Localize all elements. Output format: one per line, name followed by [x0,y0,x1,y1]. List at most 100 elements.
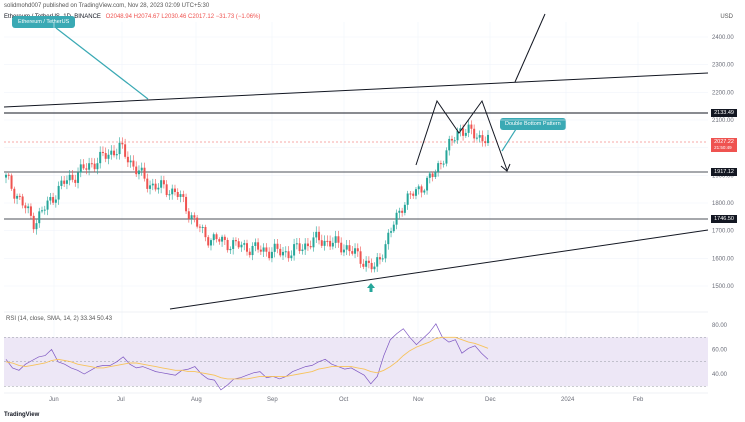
candle-body [265,247,268,252]
candle-body [193,215,196,218]
rsi-panel [4,311,708,391]
candle-body [113,150,116,156]
candle-body [439,163,442,165]
candle-body [409,193,412,195]
candle-body [445,150,448,164]
candle-body [124,144,127,157]
candle-body [257,242,260,250]
candle-body [129,160,132,163]
candle-body [176,191,179,197]
candle-body [43,209,46,211]
candle-body [387,232,390,245]
publisher-line: solidmohd007 published on TradingView.co… [4,3,210,9]
candle-body [79,164,82,173]
candle-body [412,193,415,196]
candle-body [65,180,68,184]
candle-body [162,180,165,185]
candle-body [340,242,343,253]
arrow-head-down [500,163,511,172]
candle-body [68,174,71,181]
candle-body [437,163,440,172]
candle-body [354,248,357,254]
candle-body [487,134,489,144]
candle-body [101,151,104,154]
candle-body [21,196,24,206]
candle-body [146,178,149,189]
rsi-y-tick-label: 80.00 [712,323,728,329]
candle-body [481,135,484,142]
candle-body [276,243,279,249]
tradingview-logo[interactable]: TradingView [4,412,40,418]
candle-body [318,231,321,241]
rsi-legend[interactable]: RSI (14, close, SMA, 14, 2) 33.34 50.43 [6,316,113,322]
candle-body [237,241,240,248]
x-tick-label: Nov [413,397,424,403]
candle-body [71,174,74,180]
candle-body [270,251,273,259]
candle-body [207,237,210,246]
support-price-tag-1746: 1746.50 [711,215,737,223]
candle-body [367,260,370,263]
rsi-y-tick-label: 40.00 [712,372,728,378]
candle-body [298,243,301,252]
candle-body [462,128,465,136]
x-tick-label: Sep [267,397,278,403]
candle-body [29,206,32,216]
candle-body [337,236,340,243]
candle-body [279,248,282,256]
candle-body [334,236,337,243]
candle-body [16,195,19,199]
candle-body [320,240,323,246]
candle-body [18,195,21,197]
candle-body [301,249,304,252]
candle-body [470,124,473,129]
candle-body [126,156,129,163]
candle-body [453,140,456,142]
candle-body [137,170,140,175]
candle-body [54,199,57,203]
candle-body [246,243,248,252]
ohlc-values: O2048.94 H2074.67 L2030.46 C2017.12 −31.… [105,14,261,20]
candle-body [473,128,476,139]
candle-body [273,243,276,252]
candle-body [398,210,401,213]
candle-body [248,251,251,256]
candle-body [165,184,168,196]
candle-body [35,223,38,230]
candle-body [450,138,453,141]
y-tick-label: 2100.00 [712,118,734,124]
candle-body [149,185,152,189]
candle-body [423,190,426,193]
candle-body [135,166,138,175]
candle-body [63,180,66,184]
candle-body [110,150,113,155]
candle-body [190,215,193,219]
candle-body [456,130,459,141]
candle-body [132,160,135,167]
resistance-price-tag: 2133.49 [711,109,737,117]
y-tick-label: 2300.00 [712,63,734,69]
candle-body [442,163,445,165]
x-tick-label: Aug [191,397,202,403]
candle-body [348,245,351,252]
candle-body [24,205,27,209]
candle-body [90,163,93,165]
candle-body [5,174,7,178]
candle-body [151,183,154,186]
y-tick-label: 2200.00 [712,90,734,96]
candle-body [459,128,462,131]
candle-body [223,236,226,240]
x-tick-label: Jul [117,397,125,403]
candle-body [315,231,318,238]
support-price-tag-1917: 1917.12 [711,168,737,176]
candle-body [7,174,10,176]
y-tick-label: 1600.00 [712,256,734,262]
candle-body [365,260,368,267]
current-price-time: 21:50:49 [714,145,732,150]
candle-body [329,240,332,247]
candle-body [417,186,420,190]
candle-body [381,258,384,260]
candle-body [284,251,287,253]
candle-body [115,154,118,156]
